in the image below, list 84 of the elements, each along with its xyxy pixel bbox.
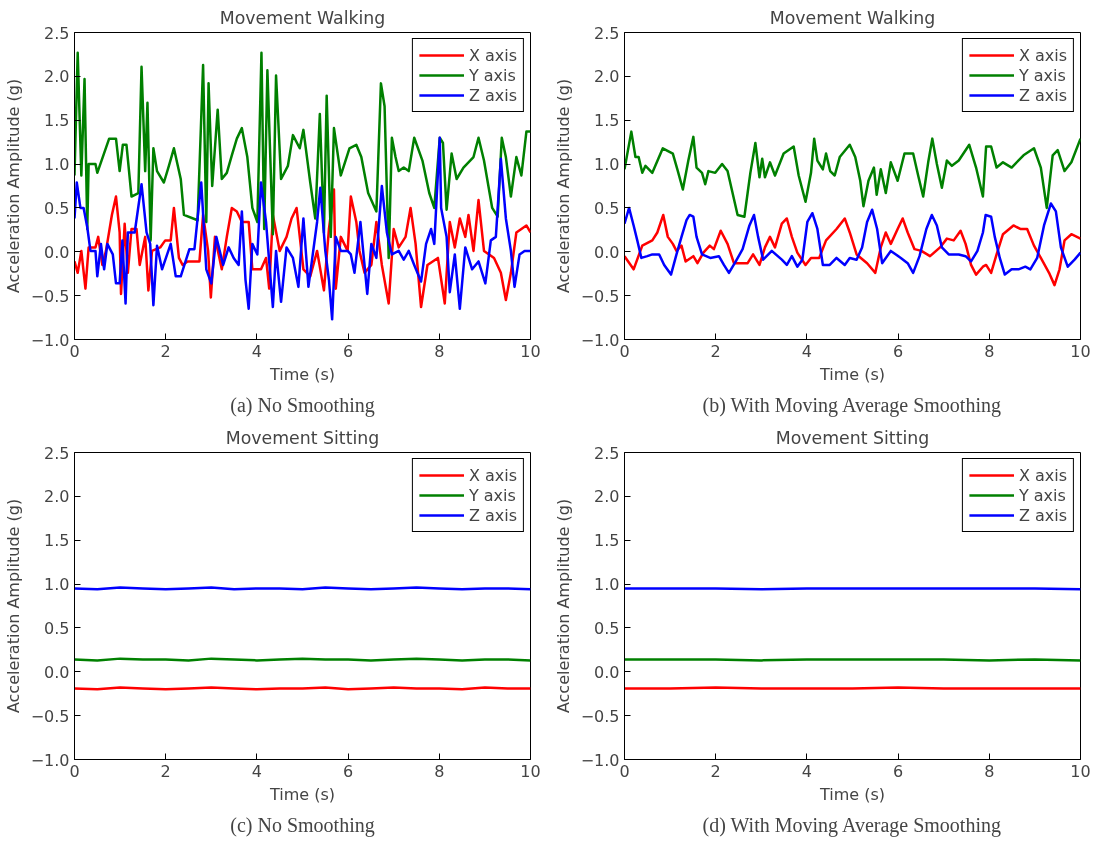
y-tick-label: −1.0	[580, 330, 620, 350]
y-tick-label: −1.0	[30, 330, 70, 350]
x-tick-label: 4	[801, 341, 812, 361]
legend-label: Y axis	[1018, 485, 1066, 505]
legend-label: Z axis	[1018, 505, 1067, 525]
y-tick-label: 2.0	[594, 487, 620, 507]
x-tick-label: 2	[710, 761, 721, 781]
legend-label: Z axis	[468, 505, 517, 525]
y-axis-title: Acceleration Amplitude (g)	[553, 78, 573, 294]
y-tick-label: 1.5	[44, 111, 70, 131]
y-axis-title: Acceleration Amplitude (g)	[3, 78, 23, 294]
y-tick-label: 2.0	[44, 487, 70, 507]
y-tick-label: 2.5	[594, 443, 620, 463]
y-tick-label: 2.0	[594, 67, 620, 87]
y-tick-label: −0.5	[580, 286, 620, 306]
chart-title: Movement Walking	[219, 7, 386, 28]
legend-label: Z axis	[468, 85, 517, 105]
y-tick-label: −0.5	[30, 286, 70, 306]
x-tick-label: 8	[984, 761, 995, 781]
y-tick-label: 0.5	[44, 618, 70, 638]
x-tick-label: 2	[710, 341, 721, 361]
legend-label: X axis	[1018, 45, 1067, 65]
y-axis-title: Acceleration Amplitude (g)	[553, 498, 573, 714]
y-tick-label: 0.0	[594, 242, 620, 262]
legend-label: Y axis	[468, 485, 516, 505]
x-tick-label: 10	[1070, 761, 1091, 781]
x-tick-label: 10	[520, 761, 541, 781]
y-axis-title: Acceleration Amplitude (g)	[3, 498, 23, 714]
y-tick-label: 0.0	[594, 662, 620, 682]
x-tick-label: 2	[160, 761, 171, 781]
legend-label: Z axis	[1018, 85, 1067, 105]
y-tick-label: 2.5	[44, 443, 70, 463]
y-tick-label: 0.5	[594, 198, 620, 218]
chart-title: Movement Sitting	[225, 427, 380, 448]
x-tick-label: 2	[160, 341, 171, 361]
y-tick-label: −0.5	[580, 706, 620, 726]
y-tick-label: 1.5	[44, 531, 70, 551]
x-tick-label: 4	[801, 761, 812, 781]
x-tick-label: 6	[343, 761, 354, 781]
x-tick-label: 0	[619, 341, 630, 361]
y-tick-label: 2.5	[44, 23, 70, 43]
text: (a) No Smoothing	[230, 393, 375, 417]
x-axis-title: Time (s)	[268, 784, 336, 804]
chart-title: Movement Sitting	[775, 427, 930, 448]
text: (b) With Moving Average Smoothing	[702, 393, 1001, 417]
y-tick-label: −1.0	[580, 750, 620, 770]
x-tick-label: 8	[434, 341, 445, 361]
x-axis-title: Time (s)	[818, 784, 886, 804]
x-tick-label: 10	[1070, 341, 1091, 361]
legend-label: X axis	[468, 465, 517, 485]
x-tick-label: 0	[619, 761, 630, 781]
y-tick-label: 1.0	[594, 575, 620, 595]
y-tick-label: −1.0	[30, 750, 70, 770]
legend-label: Y axis	[1018, 65, 1066, 85]
y-tick-label: −0.5	[30, 706, 70, 726]
y-tick-label: 2.0	[44, 67, 70, 87]
x-axis-title: Time (s)	[268, 364, 336, 384]
chart-title: Movement Walking	[769, 7, 936, 28]
x-tick-label: 8	[434, 761, 445, 781]
x-tick-label: 8	[984, 341, 995, 361]
y-tick-label: 1.0	[44, 155, 70, 175]
x-tick-label: 0	[69, 761, 80, 781]
text: (c) No Smoothing	[230, 813, 375, 837]
x-tick-label: 6	[893, 341, 904, 361]
legend-label: X axis	[468, 45, 517, 65]
y-tick-label: 1.0	[44, 575, 70, 595]
y-tick-label: 0.5	[594, 618, 620, 638]
y-tick-label: 2.5	[594, 23, 620, 43]
y-tick-label: 1.0	[594, 155, 620, 175]
legend-label: X axis	[1018, 465, 1067, 485]
x-tick-label: 4	[251, 341, 262, 361]
x-tick-label: 0	[69, 341, 80, 361]
y-tick-label: 1.5	[594, 111, 620, 131]
y-tick-label: 0.5	[44, 198, 70, 218]
text: (d) With Moving Average Smoothing	[702, 813, 1001, 837]
x-tick-label: 10	[520, 341, 541, 361]
y-tick-label: 0.0	[44, 662, 70, 682]
y-tick-label: 1.5	[594, 531, 620, 551]
x-tick-label: 6	[343, 341, 354, 361]
x-tick-label: 6	[893, 761, 904, 781]
legend-label: Y axis	[468, 65, 516, 85]
y-tick-label: 0.0	[44, 242, 70, 262]
x-tick-label: 4	[251, 761, 262, 781]
x-axis-title: Time (s)	[818, 364, 886, 384]
